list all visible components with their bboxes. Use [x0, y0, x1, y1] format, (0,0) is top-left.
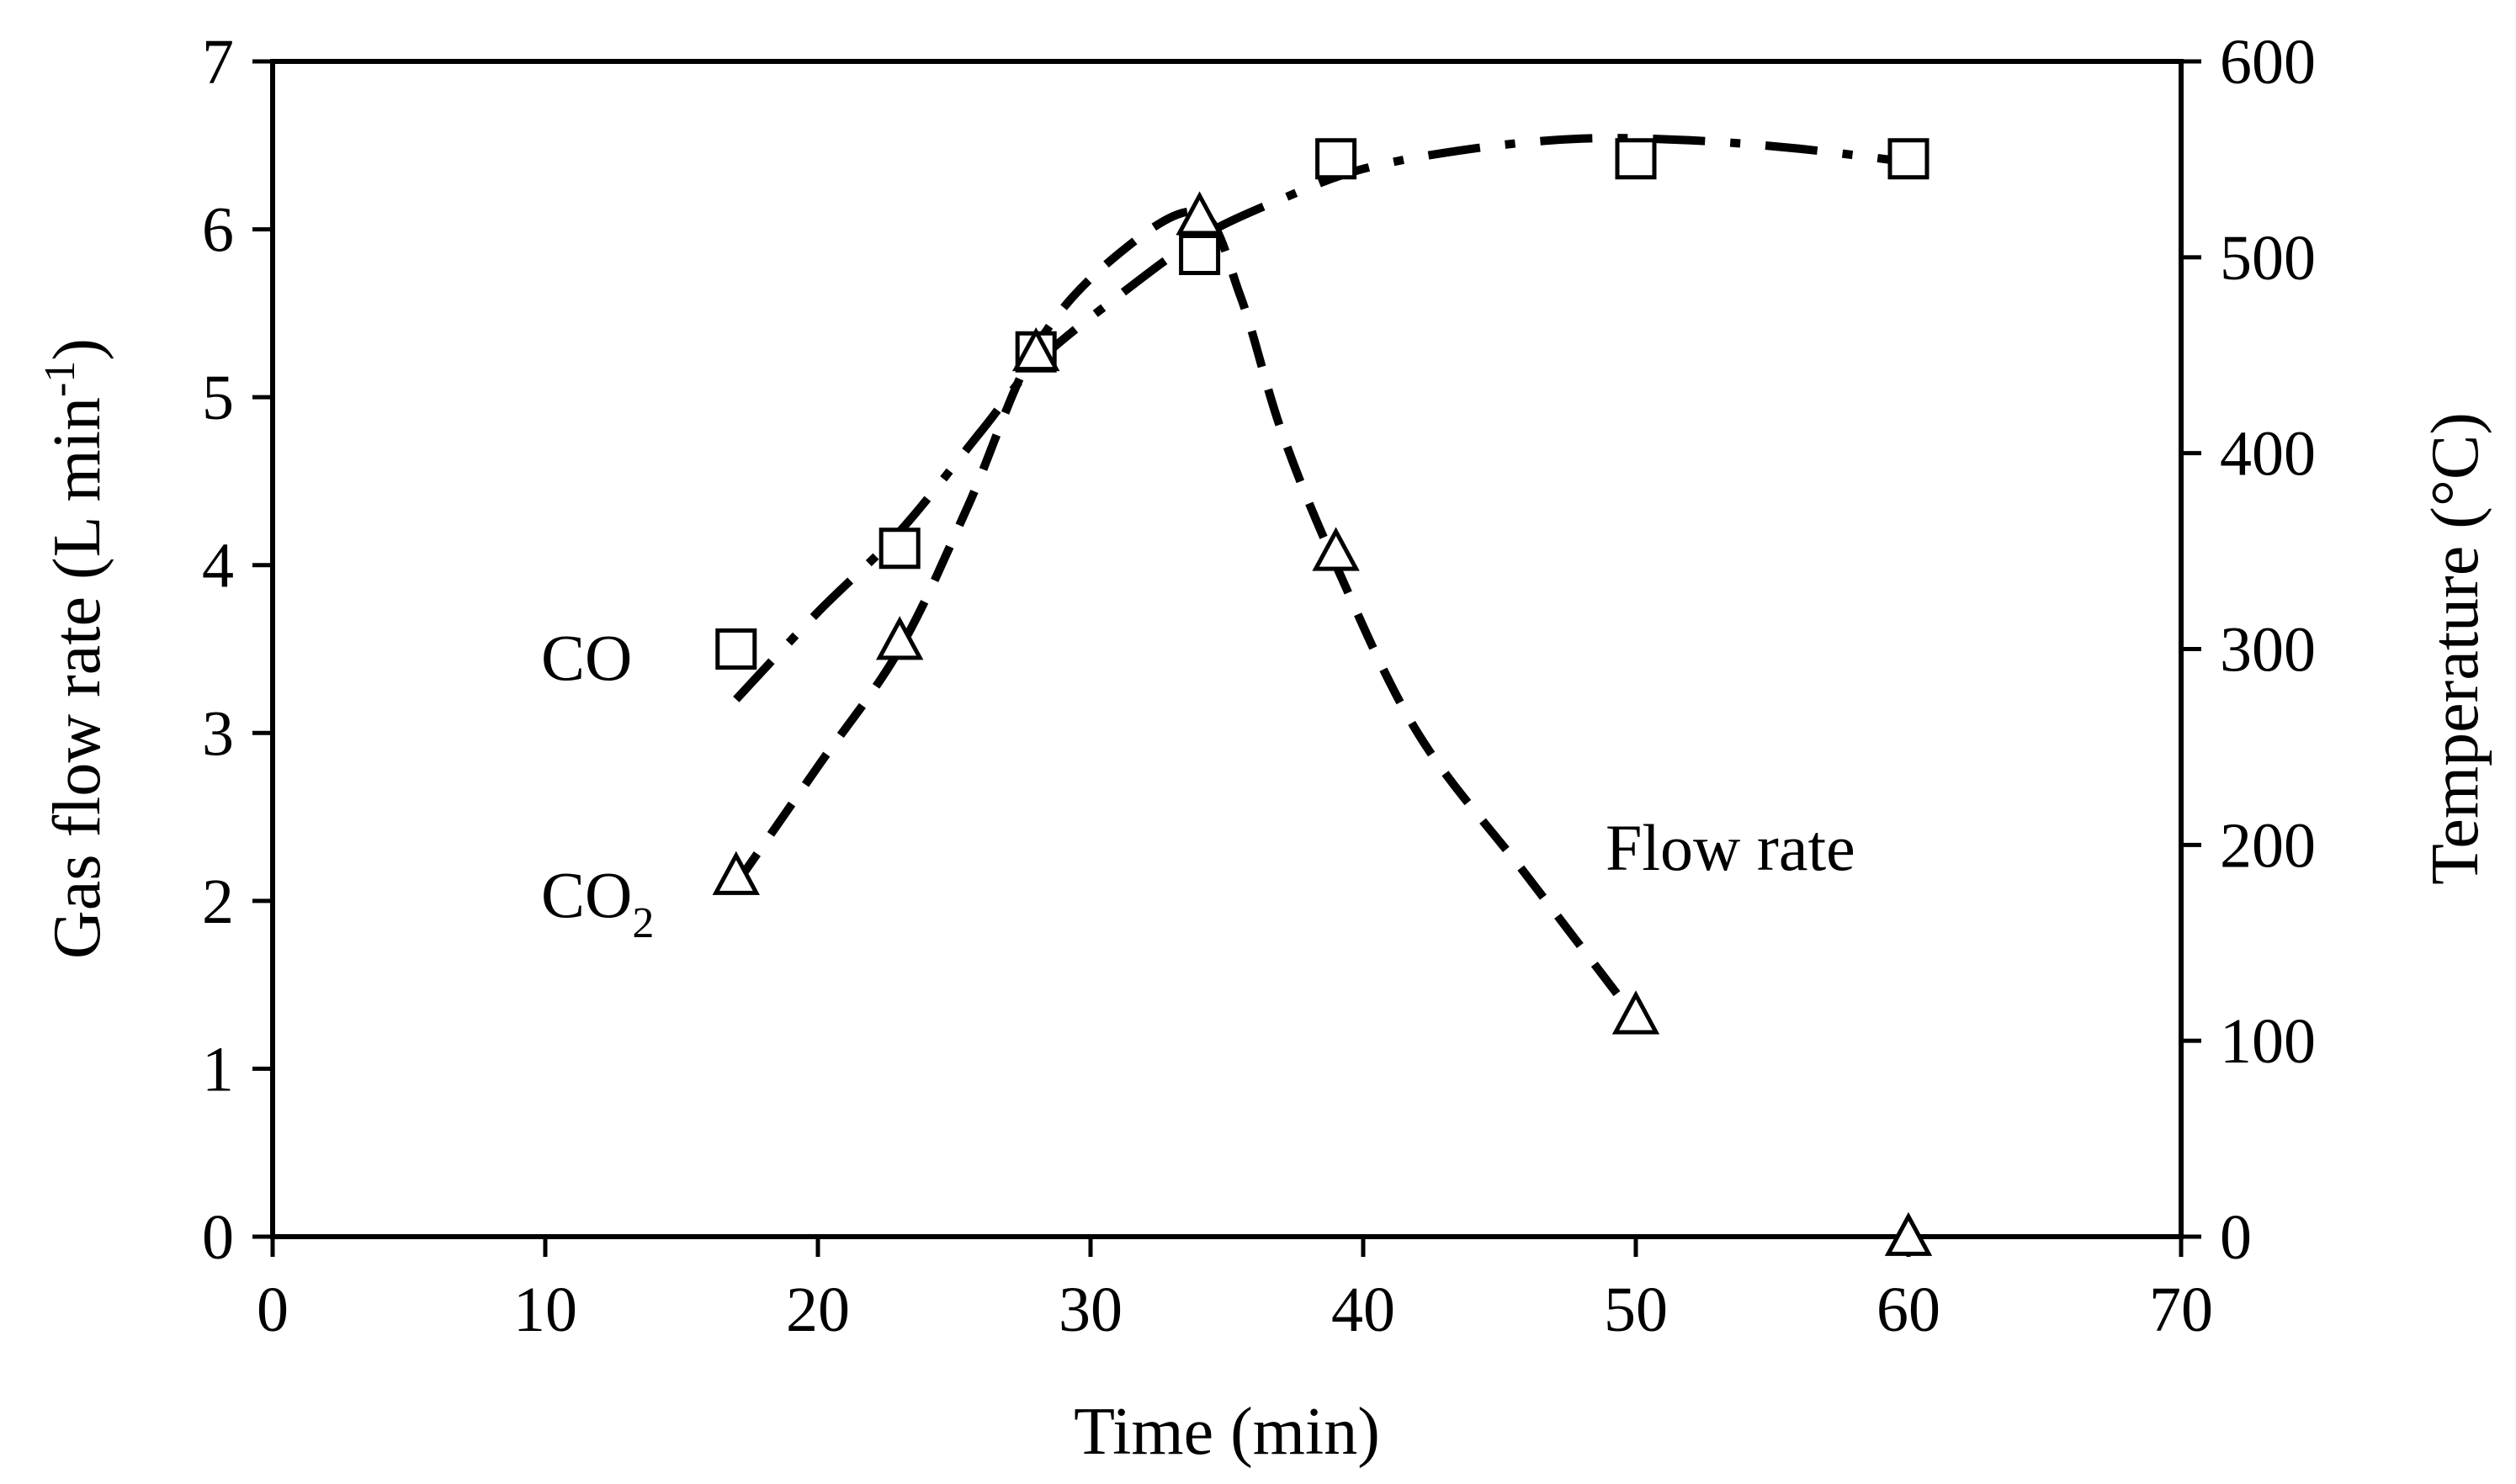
y-tick-label: 6 [202, 195, 234, 266]
co-point [878, 527, 921, 570]
y-tick-label: 5 [202, 363, 234, 433]
y-axis-title-main: Gas flow rate (L min [40, 397, 114, 959]
x-tick-label: 30 [1059, 1275, 1123, 1345]
co-point [1887, 138, 1929, 180]
tick-labels: 0 10 20 30 40 50 60 700123456701002003004005006… [202, 27, 2316, 1345]
y2-tick-label: 400 [2220, 419, 2316, 490]
annotation-co2-subscript: 2 [632, 899, 654, 947]
x-axis-title: Time (min) [1074, 1395, 1380, 1469]
trend-curves [732, 134, 1909, 1021]
co-trend-line [733, 134, 1909, 702]
y-tick-label: 7 [202, 27, 234, 98]
co-point [1179, 234, 1221, 276]
y2-tick-label: 600 [2220, 27, 2316, 98]
annotation-co2: CO2 [541, 858, 654, 947]
y-axis-title-superscript: -1 [36, 361, 84, 397]
co-point [1315, 138, 1357, 180]
co2-point [1312, 527, 1360, 571]
y-tick-label: 4 [202, 531, 234, 602]
y2-axis-title: Temperature (°C) [2418, 412, 2492, 885]
y2-tick-label: 500 [2220, 223, 2316, 294]
co2-point [1611, 990, 1660, 1035]
y-axis-title: Gas flow rate (L min-1) [36, 338, 114, 959]
co-point [715, 628, 757, 670]
ticks [252, 59, 2201, 1257]
y2-tick-label: 200 [2220, 810, 2316, 881]
x-tick-label: 50 [1604, 1275, 1668, 1345]
x-tick-label: 70 [2149, 1275, 2213, 1345]
y-tick-label: 0 [202, 1202, 234, 1273]
x-tick-label: 10 [513, 1275, 577, 1345]
co2-trend-line [732, 207, 1639, 1021]
y2-tick-label: 100 [2220, 1006, 2316, 1077]
y2-tick-label: 0 [2220, 1202, 2252, 1273]
co2-point [1176, 191, 1223, 236]
x-tick-label: 0 [257, 1275, 289, 1345]
data-markers [712, 138, 1933, 1256]
annotation-co2-main: CO [541, 858, 632, 931]
co2-point [1884, 1211, 1933, 1256]
co-point [1615, 138, 1657, 180]
x-tick-label: 20 [786, 1275, 850, 1345]
co2-point [1012, 327, 1060, 372]
co2-point [712, 851, 760, 895]
annotation-co: CO [541, 621, 632, 694]
x-tick-label: 40 [1331, 1275, 1395, 1345]
y2-tick-label: 300 [2220, 615, 2316, 686]
y-tick-label: 3 [202, 698, 234, 769]
y-tick-label: 1 [202, 1034, 234, 1105]
y-tick-label: 2 [202, 867, 234, 937]
y-axis-title-close: ) [40, 338, 114, 361]
annotation-flow-rate: Flow rate [1606, 811, 1855, 884]
co2-point [876, 616, 924, 660]
x-tick-label: 60 [1876, 1275, 1940, 1345]
